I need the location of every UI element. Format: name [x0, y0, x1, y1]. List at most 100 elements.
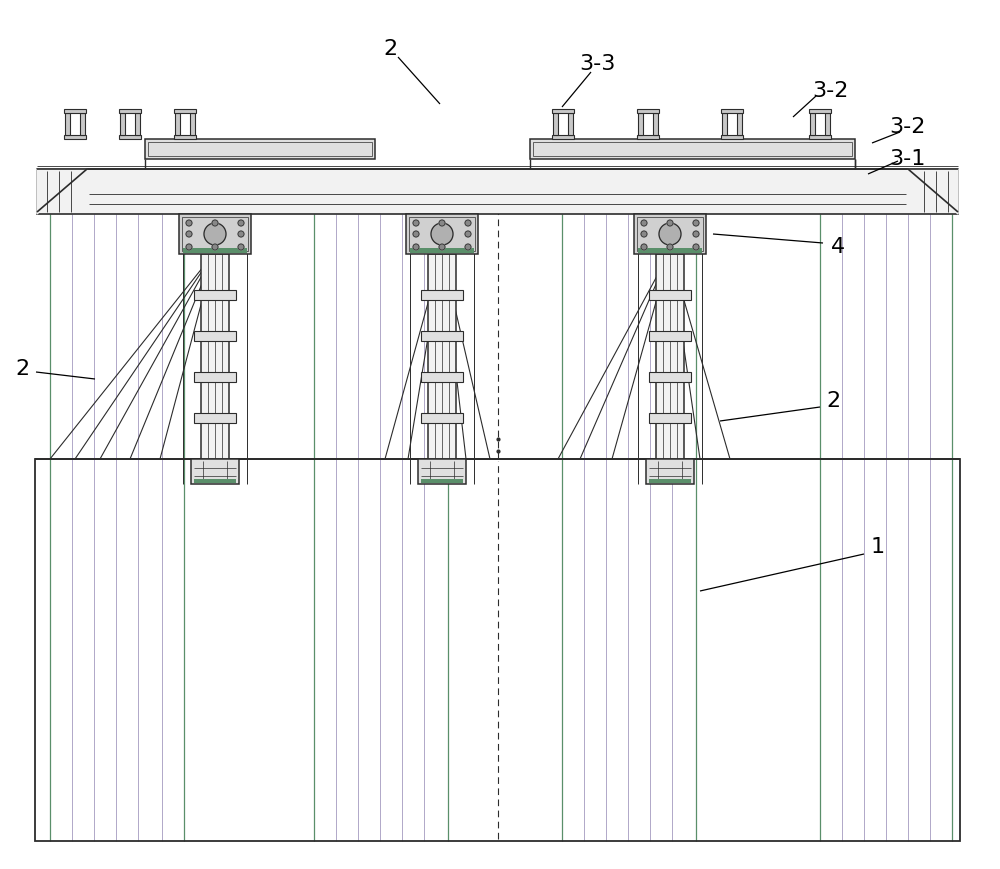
Bar: [194, 331, 236, 341]
Bar: [568, 113, 573, 135]
Bar: [119, 135, 141, 139]
Circle shape: [238, 244, 244, 250]
Bar: [552, 135, 574, 139]
Bar: [721, 109, 743, 113]
Circle shape: [693, 244, 699, 250]
Bar: [638, 248, 702, 253]
Bar: [35, 459, 960, 841]
Bar: [148, 142, 372, 156]
Bar: [421, 372, 463, 382]
Bar: [194, 479, 236, 483]
Text: 3-1: 3-1: [889, 149, 925, 169]
Bar: [810, 113, 815, 135]
Bar: [530, 139, 855, 159]
Bar: [737, 113, 742, 135]
Bar: [64, 109, 86, 113]
Polygon shape: [37, 169, 87, 214]
Bar: [553, 113, 558, 135]
Circle shape: [465, 244, 471, 250]
Circle shape: [413, 244, 419, 250]
Circle shape: [667, 244, 673, 250]
Bar: [649, 331, 691, 341]
Circle shape: [641, 244, 647, 250]
Bar: [194, 290, 236, 300]
Polygon shape: [908, 169, 958, 214]
Bar: [145, 139, 375, 159]
Text: 2: 2: [383, 39, 397, 59]
Circle shape: [693, 220, 699, 226]
Bar: [649, 479, 691, 483]
Bar: [194, 372, 236, 382]
Circle shape: [413, 220, 419, 226]
Circle shape: [186, 244, 192, 250]
Circle shape: [212, 220, 218, 226]
Text: 2: 2: [15, 359, 29, 379]
Circle shape: [465, 231, 471, 237]
Bar: [135, 113, 140, 135]
Circle shape: [439, 244, 445, 250]
Bar: [649, 413, 691, 423]
Circle shape: [212, 244, 218, 250]
Bar: [809, 109, 831, 113]
Bar: [428, 254, 456, 459]
Bar: [190, 113, 195, 135]
Bar: [721, 135, 743, 139]
Bar: [421, 331, 463, 341]
Bar: [410, 248, 474, 253]
Text: 4: 4: [831, 237, 845, 257]
Bar: [637, 109, 659, 113]
Bar: [649, 372, 691, 382]
Bar: [637, 217, 703, 251]
Bar: [174, 109, 196, 113]
Text: 3-2: 3-2: [812, 81, 848, 101]
Circle shape: [667, 220, 673, 226]
Circle shape: [465, 220, 471, 226]
Bar: [809, 135, 831, 139]
Bar: [722, 113, 727, 135]
Bar: [119, 109, 141, 113]
Text: 2: 2: [826, 391, 840, 411]
Bar: [64, 135, 86, 139]
Bar: [649, 290, 691, 300]
Circle shape: [659, 223, 681, 245]
Bar: [175, 113, 180, 135]
Bar: [421, 479, 463, 483]
Bar: [179, 214, 251, 254]
Circle shape: [693, 231, 699, 237]
Bar: [418, 459, 466, 484]
Circle shape: [439, 220, 445, 226]
Bar: [406, 214, 478, 254]
Circle shape: [204, 223, 226, 245]
Bar: [421, 413, 463, 423]
Circle shape: [641, 220, 647, 226]
Bar: [637, 135, 659, 139]
Text: 3-2: 3-2: [889, 117, 925, 137]
Circle shape: [186, 220, 192, 226]
Bar: [638, 113, 643, 135]
Bar: [201, 254, 229, 459]
Bar: [656, 254, 684, 459]
Bar: [421, 290, 463, 300]
Bar: [653, 113, 658, 135]
Circle shape: [186, 231, 192, 237]
Bar: [120, 113, 125, 135]
Text: 3-3: 3-3: [579, 54, 615, 74]
Bar: [174, 135, 196, 139]
Bar: [183, 248, 247, 253]
Bar: [646, 459, 694, 484]
Bar: [182, 217, 248, 251]
Bar: [80, 113, 85, 135]
Bar: [409, 217, 475, 251]
Bar: [634, 214, 706, 254]
Bar: [825, 113, 830, 135]
Bar: [37, 169, 958, 214]
Bar: [552, 109, 574, 113]
Circle shape: [238, 231, 244, 237]
Bar: [533, 142, 852, 156]
Bar: [194, 413, 236, 423]
Circle shape: [431, 223, 453, 245]
Bar: [65, 113, 70, 135]
Circle shape: [413, 231, 419, 237]
Bar: [191, 459, 239, 484]
Circle shape: [641, 231, 647, 237]
